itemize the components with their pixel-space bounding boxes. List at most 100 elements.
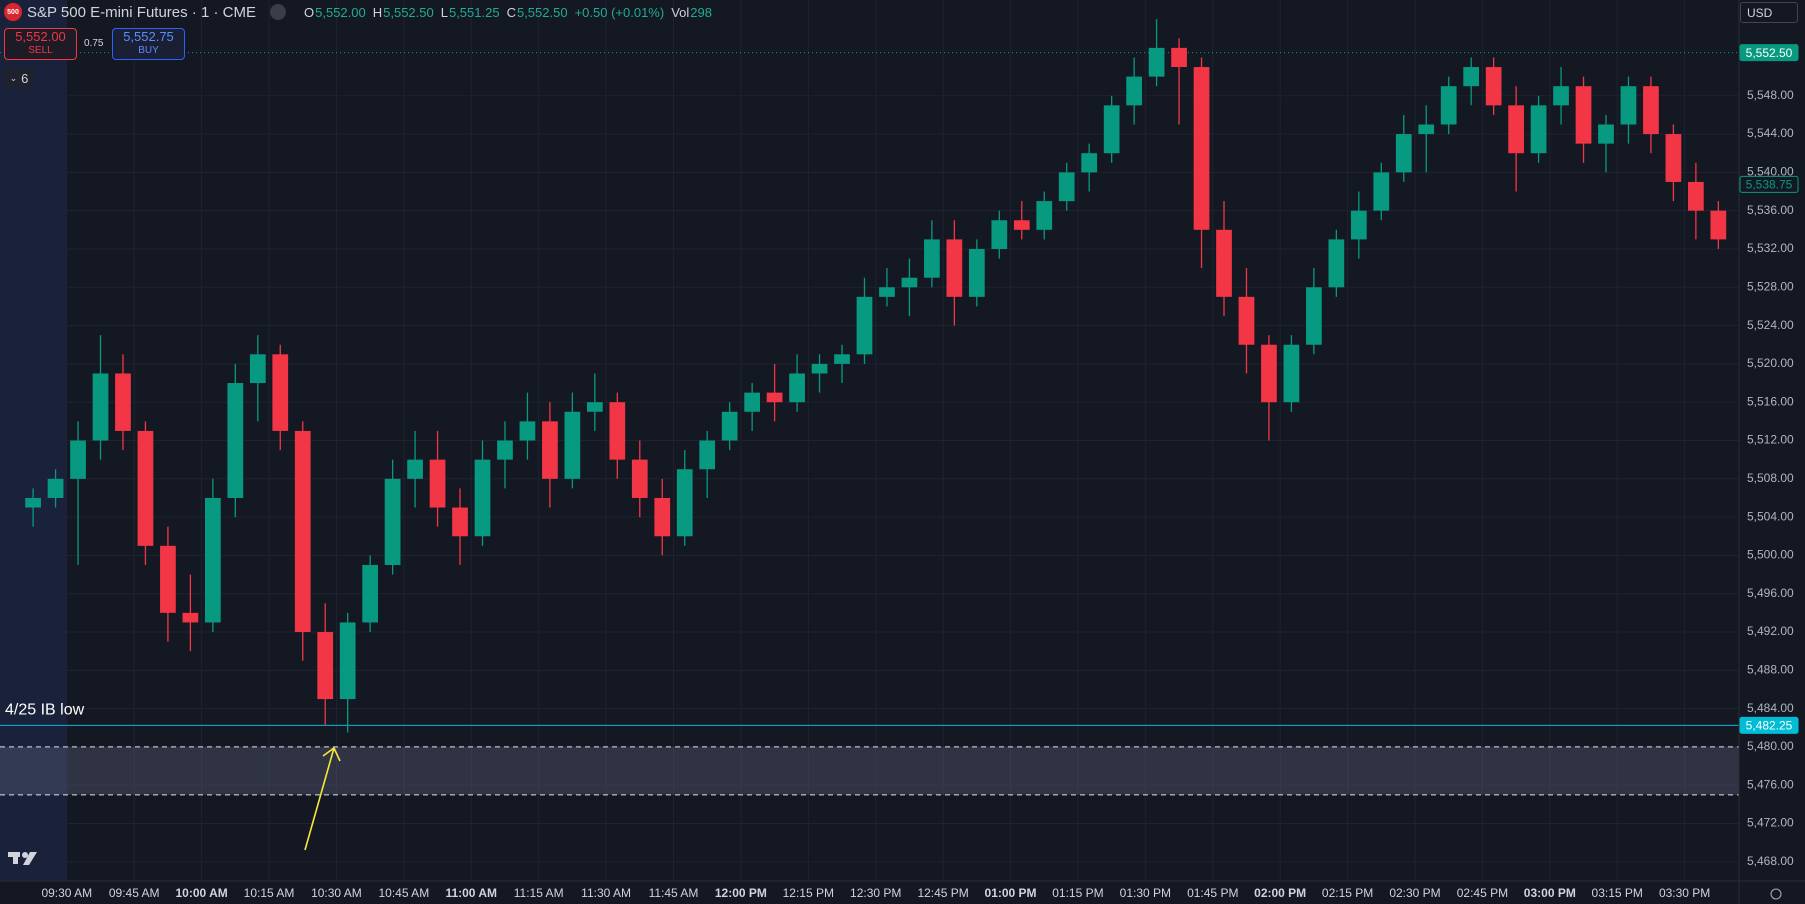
candle-body	[1126, 76, 1142, 106]
last_price-badge-label: 5,538.75	[1746, 178, 1793, 192]
x-tick-label: 10:00 AM	[175, 886, 227, 900]
candle-body	[47, 478, 64, 498]
candle-body	[1216, 229, 1232, 297]
x-tick-label: 12:00 PM	[715, 886, 767, 900]
candle-body	[1485, 67, 1502, 106]
candle-body	[1395, 134, 1412, 173]
y-tick-label: 5,528.00	[1747, 279, 1794, 293]
open-value: 5,552.00	[315, 4, 366, 20]
currency-select[interactable]: USD	[1740, 2, 1798, 23]
buy-button[interactable]: 5,552.75 BUY	[112, 28, 185, 60]
candle-body	[901, 277, 918, 288]
sell-label: SELL	[28, 45, 53, 56]
candle-body	[1373, 172, 1390, 211]
candle-body	[542, 421, 558, 479]
candle-body	[586, 402, 603, 412]
ohlc-legend: O 5,552.00 H 5,552.50 L 5,551.25 C 5,552.50 …	[304, 2, 719, 22]
candle-body	[70, 440, 86, 479]
candle-body	[1440, 86, 1457, 125]
x-tick-label: 01:30 PM	[1120, 886, 1171, 900]
y-tick-label: 5,544.00	[1747, 126, 1794, 140]
candle-body	[1148, 47, 1165, 77]
x-tick-label: 09:45 AM	[109, 886, 160, 900]
candle-body	[1463, 67, 1480, 87]
candle-body	[1643, 86, 1659, 135]
x-tick-label: 11:45 AM	[649, 886, 699, 900]
candle-body	[924, 239, 940, 278]
candle-body	[1058, 172, 1075, 202]
level-badge	[1739, 716, 1799, 734]
sell-price: 5,552.00	[15, 29, 66, 44]
x-tick-label: 10:30 AM	[311, 886, 362, 900]
candle-body	[991, 220, 1008, 249]
candle-body	[1508, 105, 1524, 154]
candle-body	[676, 469, 693, 537]
candle-body	[1688, 181, 1704, 211]
candle-body	[1193, 67, 1210, 230]
candle-body	[272, 354, 289, 431]
candle-body	[1328, 239, 1345, 288]
x-tick-label: 02:30 PM	[1389, 886, 1440, 900]
candle-body	[699, 440, 716, 470]
candle-body	[1081, 153, 1098, 173]
x-tick-label: 02:15 PM	[1322, 886, 1373, 900]
settings-icon[interactable]	[1770, 888, 1782, 900]
candle-body	[362, 564, 379, 623]
candle-body	[249, 354, 266, 384]
candle-body	[407, 459, 423, 479]
candle-body	[609, 402, 626, 460]
candle-body	[1710, 210, 1727, 240]
y-tick-label: 5,540.00	[1747, 165, 1794, 179]
candle-body	[654, 497, 671, 537]
y-tick-label: 5,468.00	[1747, 854, 1794, 868]
candle-body	[25, 497, 41, 508]
price_line-badge-label: 5,552.50	[1746, 46, 1793, 60]
x-tick-label: 12:30 PM	[850, 886, 901, 900]
last_price-badge	[1739, 175, 1799, 193]
buy-price: 5,552.75	[123, 29, 174, 44]
x-tick-label: 01:00 PM	[985, 886, 1037, 900]
candle-body	[1418, 124, 1435, 135]
candle-body	[631, 459, 648, 498]
x-tick-label: 02:00 PM	[1254, 886, 1306, 900]
candle-body	[564, 411, 581, 479]
candle-body	[1665, 134, 1682, 182]
spread: 0.75	[84, 38, 104, 49]
candle-body	[227, 383, 244, 498]
buy-label: BUY	[138, 45, 159, 56]
x-tick-label: 10:15 AM	[244, 886, 295, 900]
level-text: 4/25 IB low	[5, 702, 85, 719]
candle-body	[1575, 86, 1592, 144]
candle-body	[811, 363, 828, 374]
tv-logo	[8, 852, 37, 865]
sell-button[interactable]: 5,552.00 SELL	[4, 28, 77, 60]
collapse-button[interactable]	[269, 4, 286, 20]
candle-body	[204, 497, 221, 623]
candle-body	[294, 430, 311, 633]
candle-body	[1598, 124, 1614, 144]
candle-body	[339, 622, 356, 700]
y-tick-label: 5,484.00	[1747, 701, 1794, 715]
candle-body	[137, 430, 154, 546]
annotation-arrow	[304, 746, 341, 851]
level-badge-label: 5,482.25	[1746, 719, 1793, 733]
symbol-header: 500 S&P 500 E-mini Futures · 1 · CME	[4, 2, 286, 22]
y-tick-label: 5,476.00	[1747, 777, 1794, 791]
indicators-toggle[interactable]: ⌄ 6	[4, 68, 34, 88]
candle-body	[474, 459, 491, 537]
symbol-title[interactable]: S&P 500 E-mini Futures · 1 · CME	[27, 3, 256, 21]
candle-body	[115, 373, 131, 431]
candle-body	[1261, 344, 1277, 403]
candle-body	[1238, 296, 1255, 345]
candle-body	[1036, 201, 1053, 230]
candle-body	[721, 411, 738, 441]
candle-body	[452, 507, 468, 537]
x-tick-label: 10:45 AM	[378, 886, 429, 900]
x-tick-label: 02:45 PM	[1457, 886, 1508, 900]
high-label: H	[372, 4, 383, 20]
candle-body	[1553, 86, 1569, 106]
x-tick-label: 03:15 PM	[1592, 886, 1643, 900]
candle-body	[384, 478, 401, 565]
